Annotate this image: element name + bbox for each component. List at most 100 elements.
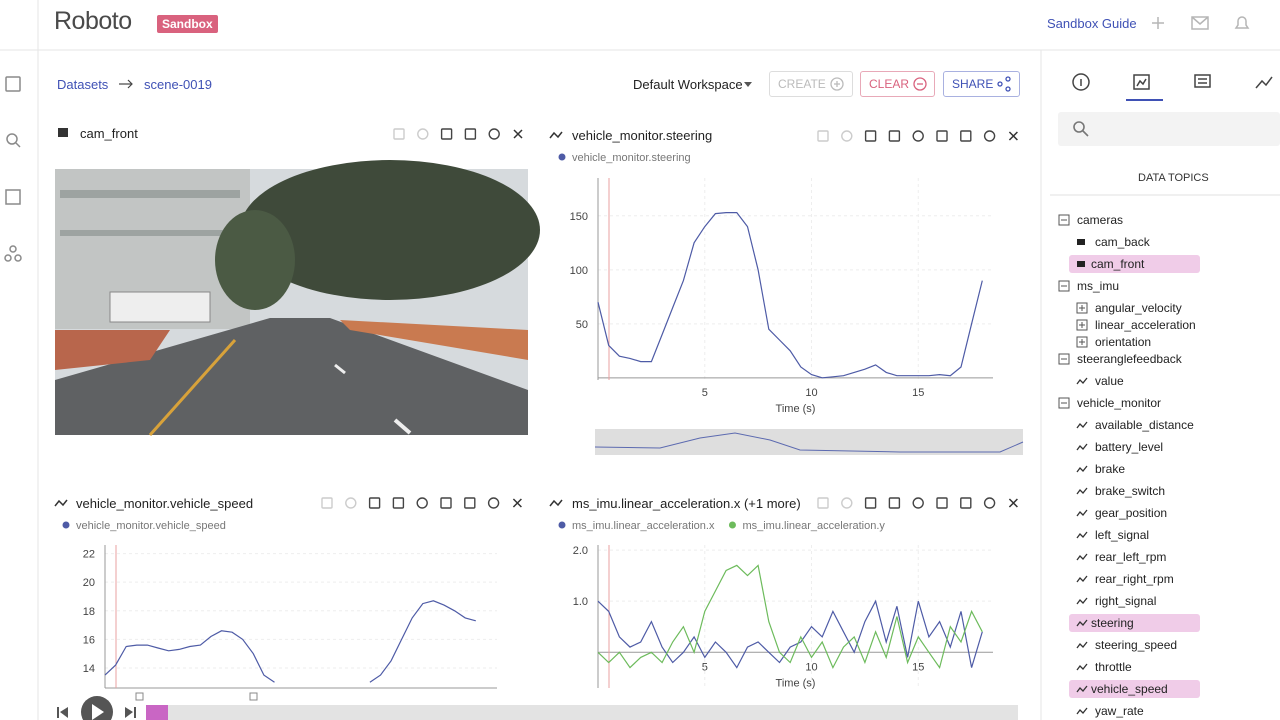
- topic-row[interactable]: vehicle_speed: [1069, 680, 1200, 698]
- panel-tool-icon: [393, 128, 405, 140]
- legend-swatch: [62, 521, 70, 529]
- panel-tool-icon: [841, 497, 853, 509]
- topic-row[interactable]: available_distance: [1095, 418, 1194, 432]
- signal-icon: [1076, 575, 1088, 583]
- expand-toggle: [1076, 319, 1088, 331]
- x-tick-label: 5: [702, 661, 708, 673]
- signal-icon: [1076, 531, 1088, 539]
- topic-row[interactable]: left_signal: [1095, 528, 1150, 542]
- topic-row[interactable]: cam_back: [1095, 235, 1150, 249]
- nav-icons[interactable]: [4, 76, 22, 262]
- legend-label: ms_imu.linear_acceleration.x: [572, 520, 715, 532]
- y-tick-label: 2.0: [573, 545, 588, 557]
- topic-row[interactable]: throttle: [1095, 660, 1132, 674]
- panel-tool-icon: [912, 497, 924, 509]
- topic-row[interactable]: orientation: [1095, 335, 1152, 349]
- badge: Sandbox: [157, 15, 218, 33]
- signal-icon: [1076, 663, 1088, 671]
- legend-label: vehicle_monitor.vehicle_speed: [76, 520, 226, 532]
- signal-icon: [1076, 443, 1088, 451]
- x-axis-label: Time (s): [776, 677, 816, 689]
- expand-toggle: [1076, 302, 1088, 314]
- panel-tool-icon: [817, 497, 829, 509]
- series-line: [597, 599, 983, 669]
- panel-tool-icon: [864, 130, 877, 142]
- sidebar-tabs[interactable]: [1072, 73, 1273, 91]
- panel-title: cam_front: [80, 126, 138, 141]
- panel-tool-icon: [936, 130, 948, 142]
- close-icon: [512, 498, 522, 508]
- panel-tool-icon: [368, 497, 381, 509]
- topic-row[interactable]: brake: [1095, 462, 1126, 476]
- create-button[interactable]: CREATE: [769, 71, 853, 97]
- y-tick-label: 50: [576, 319, 588, 331]
- guide-link[interactable]: Sandbox Guide: [1047, 16, 1137, 31]
- panel-tool-icon: [488, 128, 500, 140]
- topic-row[interactable]: steeranglefeedback: [1077, 352, 1182, 366]
- topic-row[interactable]: linear_acceleration: [1095, 318, 1196, 332]
- panel-tool-icon: [864, 497, 877, 509]
- panel-tool-icon: [841, 130, 853, 142]
- camera-icon: [58, 128, 68, 137]
- overview-strip: [595, 429, 1023, 455]
- y-tick-label: 100: [570, 265, 588, 277]
- topic-row[interactable]: rear_right_rpm: [1095, 572, 1174, 586]
- panel-title: ms_imu.linear_acceleration.x (+1 more): [572, 496, 801, 511]
- workspace-select[interactable]: Default Workspace: [633, 77, 743, 92]
- signal-icon: [1076, 597, 1088, 605]
- y-tick-label: 150: [570, 211, 588, 223]
- series-line: [597, 212, 983, 379]
- legend-label: ms_imu.linear_acceleration.y: [742, 520, 885, 532]
- panel-tool-icon: [440, 497, 452, 509]
- breadcrumb-link[interactable]: Datasets: [57, 77, 109, 92]
- signal-icon: [1076, 707, 1088, 715]
- y-tick-label: 22: [83, 549, 95, 561]
- topic-row[interactable]: cam_front: [1069, 255, 1200, 273]
- signal-icon: [1076, 377, 1088, 385]
- panel-tool-icon: [983, 497, 996, 509]
- topic-row[interactable]: cameras: [1077, 213, 1124, 227]
- search-placeholder[interactable]: Filter data topics: [1100, 121, 1203, 137]
- topic-row[interactable]: rear_left_rpm: [1095, 550, 1167, 564]
- clear-button[interactable]: CLEAR: [860, 71, 935, 97]
- panel-tool-icon: [487, 497, 500, 509]
- topic-row[interactable]: ms_imu: [1077, 279, 1120, 293]
- camera-icon: [1077, 239, 1085, 245]
- expand-toggle: [1058, 353, 1070, 365]
- topic-row[interactable]: angular_velocity: [1095, 301, 1182, 315]
- overview-trace: [594, 432, 1024, 453]
- header-icons[interactable]: [1152, 16, 1250, 30]
- share-button[interactable]: SHARE: [943, 71, 1020, 97]
- legend-label: vehicle_monitor.steering: [572, 152, 691, 164]
- workspace-caret[interactable]: [744, 82, 752, 87]
- legend-swatch: [558, 153, 566, 161]
- x-tick-label: 5: [702, 387, 708, 399]
- expand-toggle: [1058, 280, 1070, 292]
- chart-icon: [54, 499, 68, 507]
- panel-tool-icon: [321, 497, 333, 509]
- x-tick-label: 10: [805, 661, 817, 673]
- panel-tool-icon: [983, 130, 996, 142]
- legend-swatch: [558, 521, 566, 529]
- expand-toggle: [1058, 397, 1070, 409]
- logo[interactable]: Roboto: [54, 7, 132, 35]
- panel-tool-icon: [392, 497, 405, 509]
- topic-row[interactable]: yaw_rate: [1095, 704, 1144, 718]
- topic-row[interactable]: battery_level: [1095, 440, 1164, 454]
- panel-tool-icon: [416, 497, 428, 509]
- y-tick-label: 20: [83, 577, 95, 589]
- topic-row[interactable]: vehicle_monitor: [1077, 396, 1162, 410]
- topic-row[interactable]: gear_position: [1095, 506, 1168, 520]
- timeline[interactable]: [57, 692, 1018, 720]
- x-tick-label: 10: [805, 387, 817, 399]
- breadcrumb-current[interactable]: scene-0019: [144, 77, 212, 92]
- topic-row[interactable]: right_signal: [1095, 594, 1157, 608]
- topic-row[interactable]: brake_switch: [1095, 484, 1166, 498]
- topic-row[interactable]: value: [1095, 374, 1124, 388]
- legend-swatch: [728, 521, 736, 529]
- panel-tool-icon: [888, 130, 901, 142]
- x-axis-label: Time (s): [776, 403, 816, 415]
- topic-row[interactable]: steering: [1069, 614, 1200, 632]
- topic-row[interactable]: steering_speed: [1095, 638, 1178, 652]
- series-line: [104, 600, 476, 683]
